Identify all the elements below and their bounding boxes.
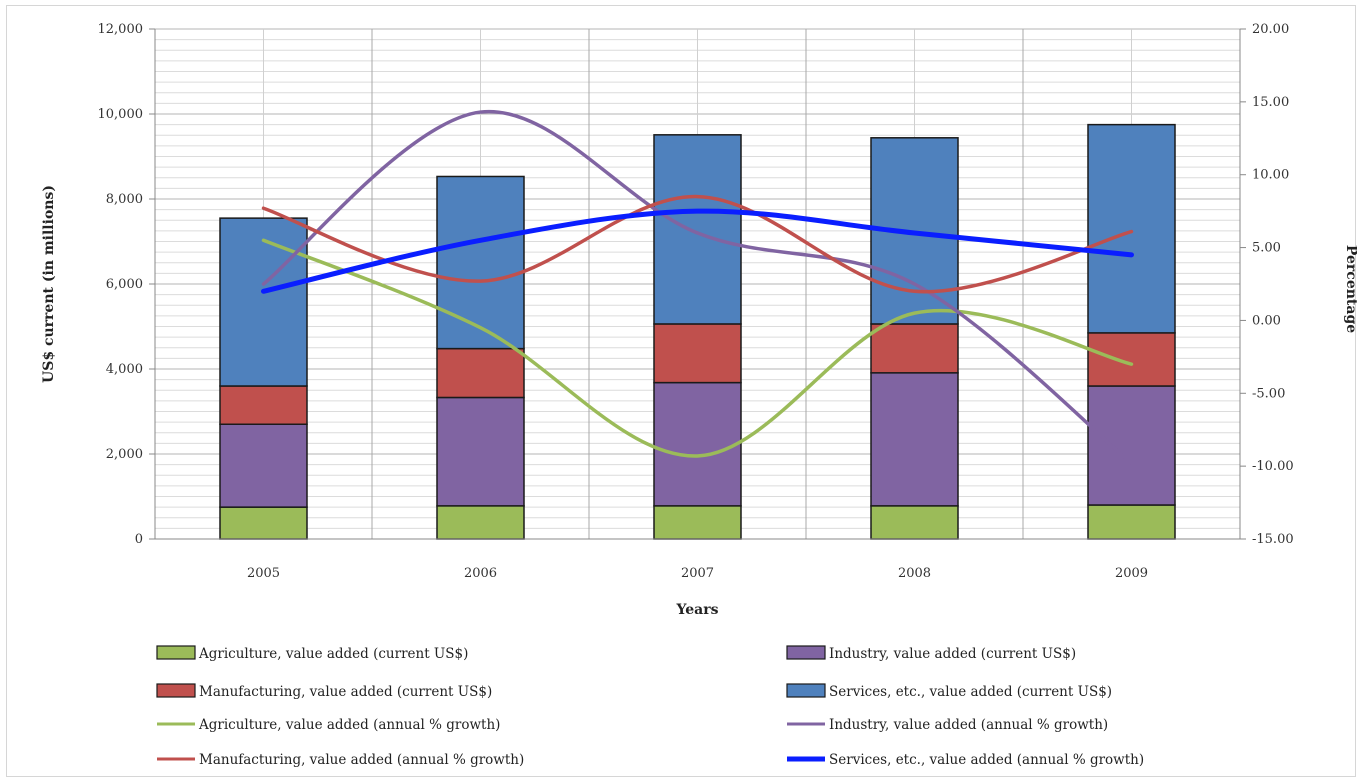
y-tick-label: 6,000: [106, 277, 143, 292]
legend-label: Manufacturing, value added (annual % gro…: [199, 752, 524, 768]
bar-segment: [870, 372, 959, 507]
bar-segment: [870, 505, 959, 540]
bar-segment: [1087, 385, 1176, 506]
y2-tick-label: -5.00: [1252, 386, 1285, 401]
bar-segment: [1087, 332, 1176, 387]
growth-line: [261, 208, 1134, 294]
legend-swatch: [786, 645, 826, 660]
stacked-bars: [219, 123, 1176, 540]
legend-swatch: [156, 645, 196, 660]
bar-segment: [219, 506, 308, 540]
legend-label: Manufacturing, value added (current US$): [199, 684, 492, 700]
tick-labels: 0 2,000 4,000 6,000 8,000 10,000 12,000 -15.00 -…: [98, 22, 1294, 581]
bar-segment: [653, 323, 742, 384]
x-tick-label: 2008: [898, 566, 931, 581]
growth-line: [261, 109, 1134, 465]
growth-line: [261, 194, 1134, 294]
x-tick-label: 2006: [464, 566, 497, 581]
y2-axis-title: Percentage: [1343, 245, 1357, 333]
legend-label: Agriculture, value added (current US$): [198, 646, 468, 662]
bar-segment: [219, 423, 308, 508]
legend-swatch: [156, 683, 196, 698]
combo-chart: 0 2,000 4,000 6,000 8,000 10,000 12,000 -15.00 -…: [41, 22, 1357, 768]
y-axis-title: US$ current (in millions): [41, 185, 57, 383]
y-tick-label: 12,000: [98, 22, 144, 37]
legend-swatch: [786, 683, 826, 698]
bar-segment: [436, 175, 525, 350]
x-tick-label: 2005: [247, 566, 280, 581]
chart-frame: 0 2,000 4,000 6,000 8,000 10,000 12,000 -15.00 -…: [6, 5, 1357, 777]
x-axis-title: Years: [675, 602, 718, 618]
y2-tick-label: -15.00: [1252, 532, 1294, 547]
legend-label: Agriculture, value added (annual % growt…: [198, 717, 500, 733]
legend-label: Industry, value added (annual % growth): [829, 717, 1108, 733]
bar-segment: [436, 347, 525, 399]
y2-tick-label: 20.00: [1252, 22, 1289, 37]
legend-label: Services, etc., value added (annual % gr…: [829, 752, 1144, 768]
legend-label: Industry, value added (current US$): [829, 646, 1076, 662]
legend-label: Services, etc., value added (current US$…: [829, 684, 1112, 700]
growth-lines: [261, 109, 1134, 465]
bar-segment: [219, 385, 308, 425]
bar-segment: [436, 396, 525, 507]
bar-segment: [219, 217, 308, 387]
growth-line: [261, 238, 1134, 458]
y-tick-label: 2,000: [106, 447, 143, 462]
bar-segment: [653, 381, 742, 507]
bar-segment: [653, 134, 742, 325]
legend: Agriculture, value added (current US$) In…: [156, 645, 1144, 768]
y-tick-label: 10,000: [98, 107, 144, 122]
bar-segment: [1087, 504, 1176, 540]
x-tick-label: 2009: [1115, 566, 1148, 581]
y2-tick-label: 15.00: [1252, 95, 1289, 110]
bar-segment: [1087, 123, 1176, 334]
y-tick-label: 0: [135, 532, 143, 547]
y2-tick-label: 0.00: [1252, 313, 1281, 328]
x-tick-label: 2007: [681, 566, 714, 581]
bar-segment: [870, 323, 959, 374]
y-tick-label: 8,000: [106, 192, 143, 207]
y2-tick-label: 10.00: [1252, 168, 1289, 183]
y-tick-label: 4,000: [106, 362, 143, 377]
y2-tick-label: 5.00: [1252, 241, 1281, 256]
bar-segment: [653, 505, 742, 540]
y2-tick-label: -10.00: [1252, 459, 1294, 474]
bar-segment: [436, 505, 525, 540]
